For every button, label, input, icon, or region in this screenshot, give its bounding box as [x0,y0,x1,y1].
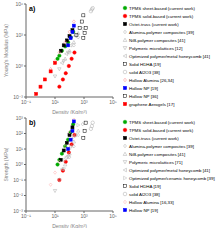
html-text:Alumina-polymer composites [39: Alumina-polymer composites [39] [129,29,194,35]
svg-text:10⁶: 10⁶ [15,1,23,7]
html-text:Hollow NP [19]: Hollow NP [19] [129,85,158,91]
html-text:Polymeric microlattices [12]: Polymeric microlattices [12] [129,45,183,51]
svg-text:10⁻¹: 10⁻¹ [21,212,31,219]
html-text:b): b) [29,119,36,126]
svg-text:10⁰: 10⁰ [15,161,23,167]
svg-text:10⁵: 10⁵ [109,213,117,219]
svg-text:10¹: 10¹ [51,99,59,105]
svg-text:10³: 10³ [80,213,88,219]
svg-text:10¹: 10¹ [51,213,59,219]
html-text:solid Al2O3 [38]: solid Al2O3 [38] [129,191,160,197]
svg-text:10⁻¹: 10⁻¹ [13,177,23,183]
svg-text:10⁻³: 10⁻³ [13,208,23,214]
html-text:graphene Aerogels [17]: graphene Aerogels [17] [129,101,175,107]
html-text:Hollow NP [36]: Hollow NP [36] [129,93,158,99]
html-text:TPMS solid-based (current work: TPMS solid-based (current work) [129,127,194,133]
svg-text:10⁻²: 10⁻² [13,192,23,198]
svg-text:Strength (MPa): Strength (MPa) [8,147,9,181]
html-text:solid Al2O3 [38]: solid Al2O3 [38] [129,69,160,75]
html-text:Hollow Alumina [16,33]: Hollow Alumina [16,33] [129,199,174,205]
svg-text:10⁻¹: 10⁻¹ [21,98,31,105]
svg-text:10⁻³: 10⁻³ [13,94,23,100]
html-text:TPMS sheet-based (current work: TPMS sheet-based (current work) [129,119,195,125]
html-text:Polymeric microlattices [71]: Polymeric microlattices [71] [129,159,183,165]
html-text:Octet-truss (current work): Octet-truss (current work) [129,135,179,141]
svg-text:10³: 10³ [16,115,24,121]
svg-text:10⁰: 10⁰ [15,63,23,69]
svg-text:Density (Kg/m³): Density (Kg/m³) [52,109,87,114]
html-text:Alumina-polymer composites [39: Alumina-polymer composites [39] [129,143,194,149]
html-text:NiB-polymer composites [41]: NiB-polymer composites [41] [129,37,186,43]
svg-text:10²: 10² [16,130,24,136]
html-text:TPMS solid-based (current work: TPMS solid-based (current work) [129,13,194,19]
html-text:Optimized polymer/metal honeyc: Optimized polymer/metal honeycomb [41] [129,167,210,173]
svg-text:10³: 10³ [80,99,88,105]
html-text:Octet-truss (current work): Octet-truss (current work) [129,21,179,27]
html-text:Hollow NP [19]: Hollow NP [19] [129,207,158,213]
svg-text:10⁵: 10⁵ [109,99,117,105]
html-text:Hollow Alumina [26,34]: Hollow Alumina [26,34] [129,77,174,83]
svg-text:10³: 10³ [16,32,24,38]
html-text:Optimized polymer/ceramic hone: Optimized polymer/ceramic honeycomb [39] [129,175,215,181]
html-text:NiB-polymer composites [41]: NiB-polymer composites [41] [129,151,186,157]
html-text:a): a) [29,5,36,12]
html-text:TPMS sheet-based (current work: TPMS sheet-based (current work) [129,5,195,11]
svg-text:Density (Kg/m³): Density (Kg/m³) [52,223,87,228]
html-text:Solid HDHA [19]: Solid HDHA [19] [129,183,161,189]
svg-text:Young's Modulus (MPa): Young's Modulus (MPa) [8,24,9,77]
svg-text:10¹: 10¹ [16,146,24,152]
html-text:Optimized polymer/metal honeyc: Optimized polymer/metal honeycomb [41] [129,53,210,59]
html-text:Solid HDHA [19]: Solid HDHA [19] [129,61,161,67]
